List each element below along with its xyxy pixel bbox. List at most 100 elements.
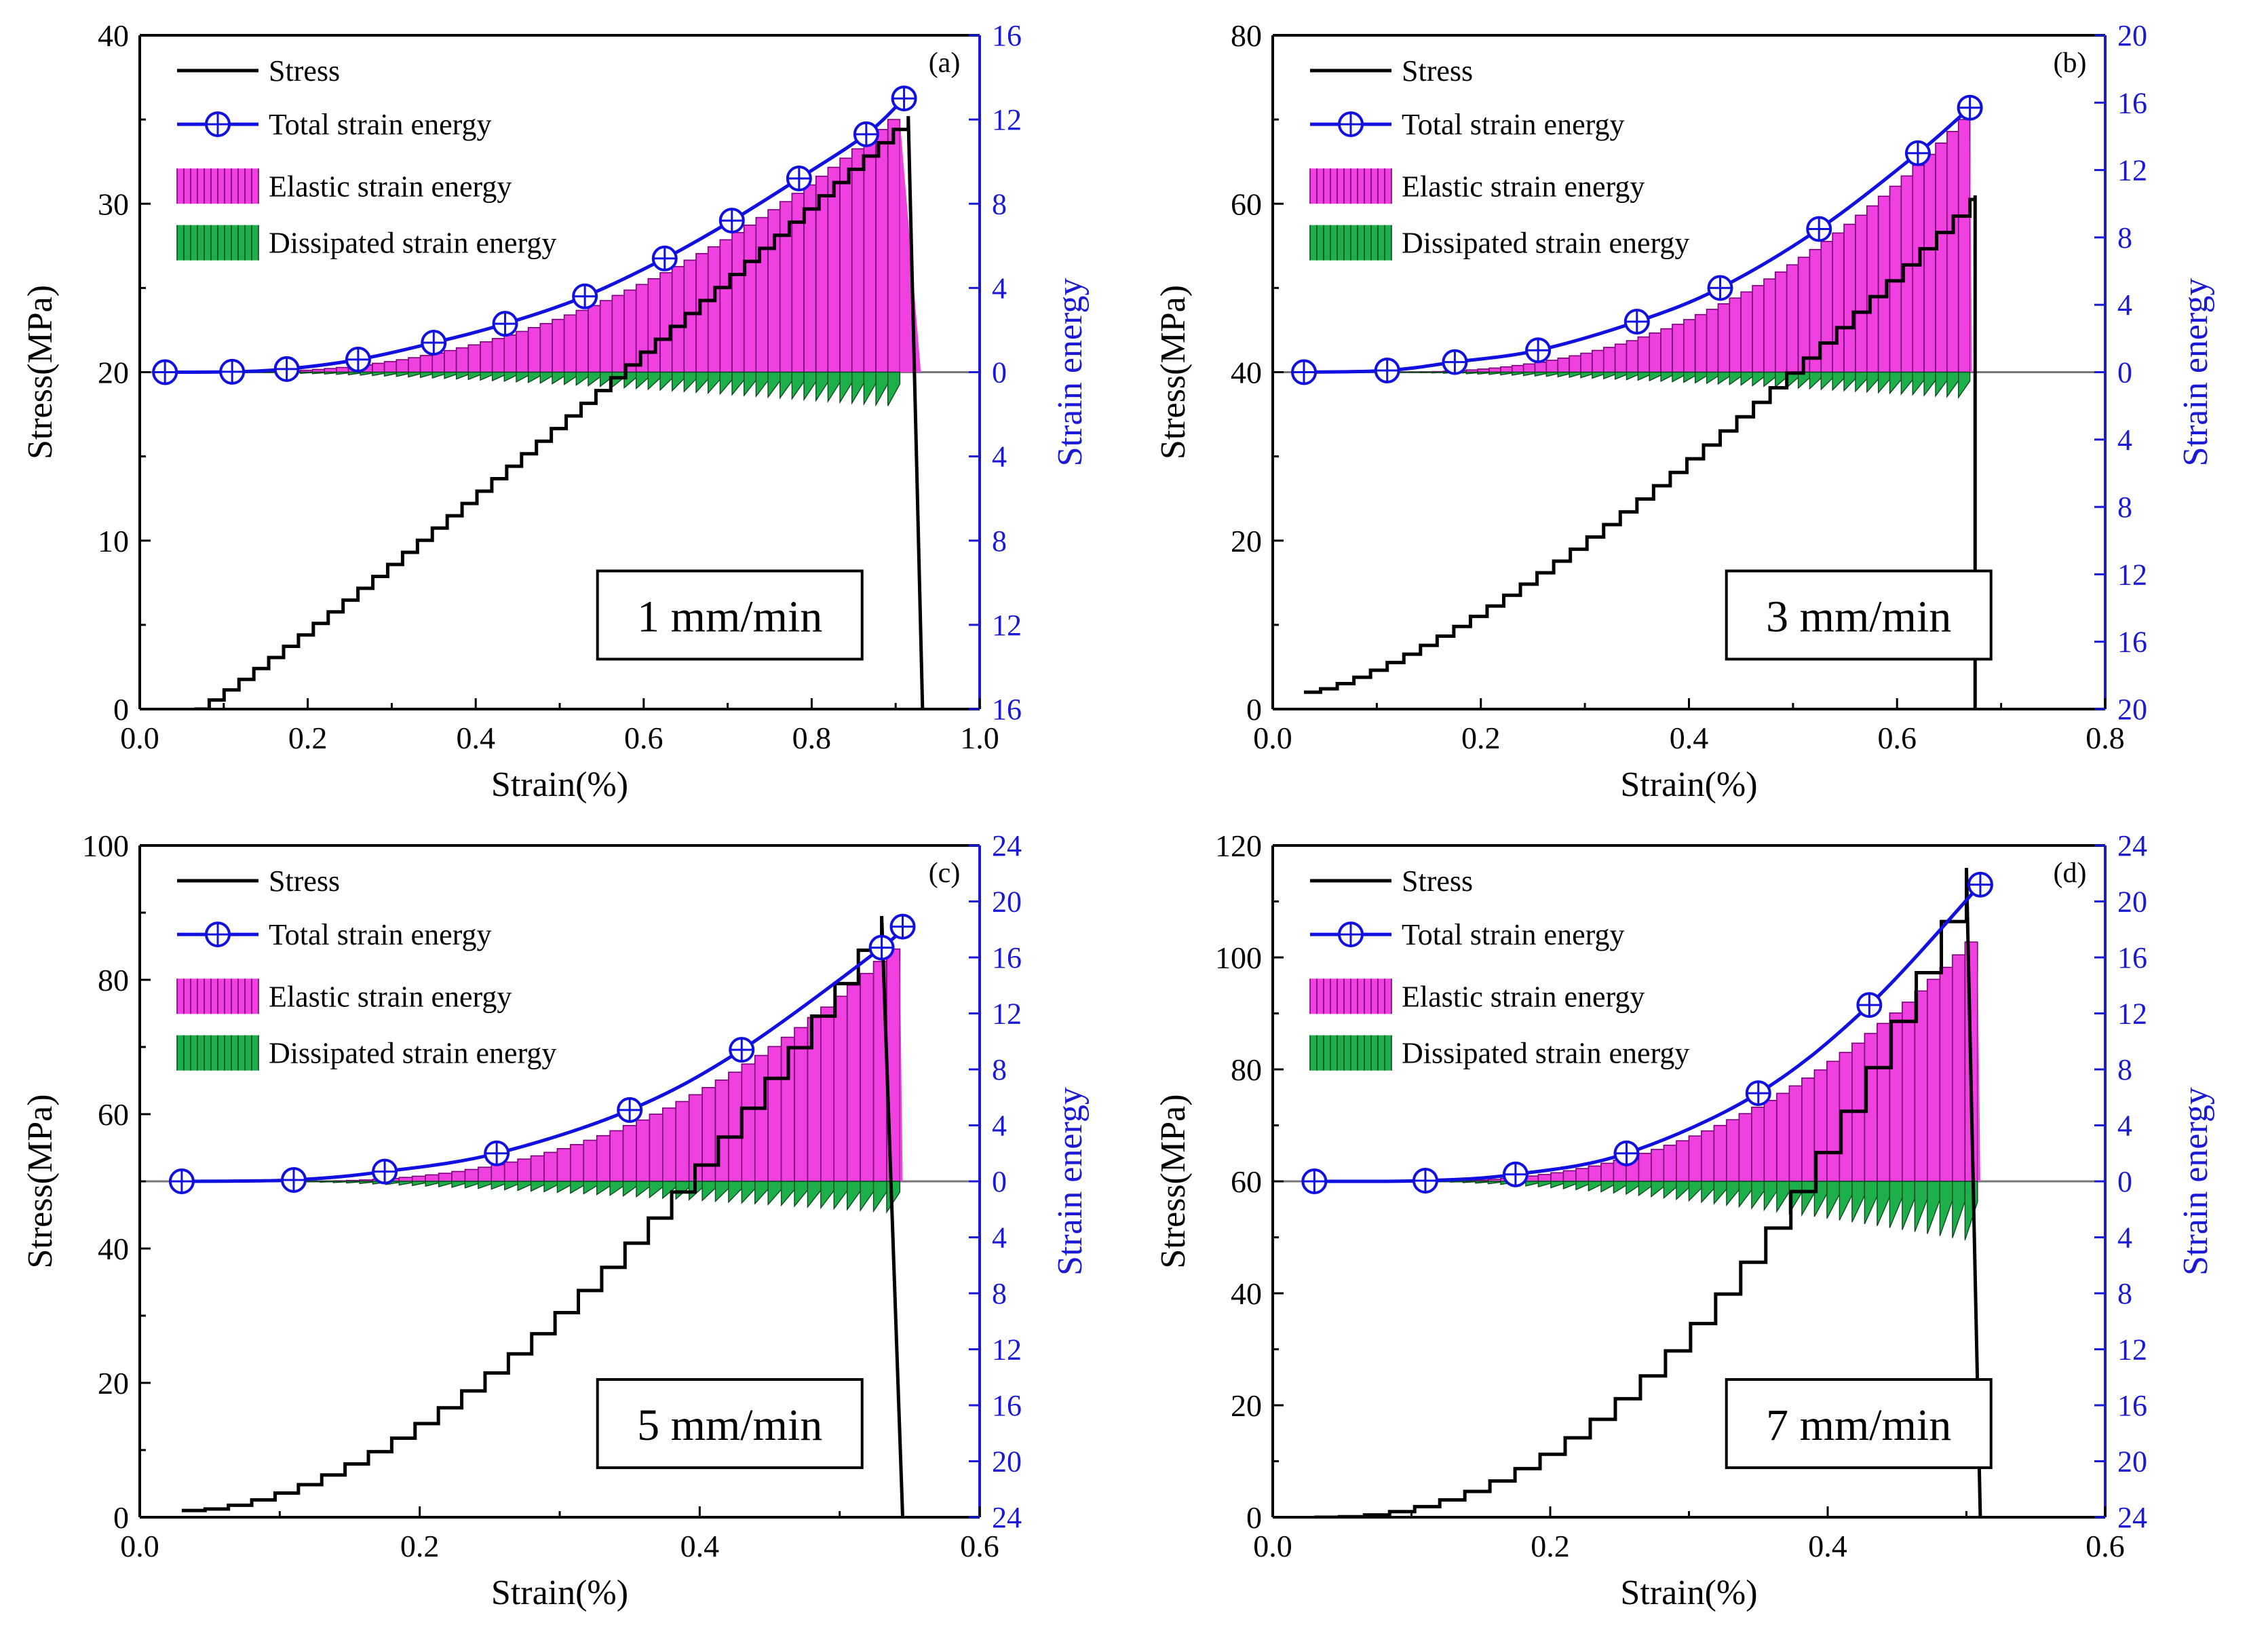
data-marks [140, 915, 980, 1517]
elastic-bar [425, 1174, 440, 1182]
rate-label-box [1725, 1378, 1993, 1470]
dissipated-bar [875, 371, 889, 407]
elastic-bar [728, 1071, 743, 1182]
x-tick-label: 0.2 [1531, 1529, 1570, 1563]
x-tick-label: 0.8 [792, 721, 832, 755]
dissipated-bar [552, 371, 565, 385]
y2-tick-label: 16 [2117, 626, 2147, 659]
total-energy-marker [1707, 275, 1733, 301]
elastic-bar [408, 357, 421, 373]
rate-label: 5 mm/min [637, 1401, 822, 1450]
y-tick-label: 0 [1246, 692, 1262, 727]
elastic-bar [438, 1173, 453, 1182]
elastic-bar [649, 1113, 664, 1182]
elastic-bar [1740, 291, 1753, 373]
total-energy-marker [1301, 1168, 1328, 1194]
x-tick-label: 0.8 [2086, 721, 2125, 755]
elastic-bar [1946, 130, 1959, 373]
y-tick-label: 0 [1246, 1500, 1262, 1535]
total-energy-marker [1904, 140, 1931, 166]
dissipated-bar [1477, 371, 1490, 375]
dissipated-bar [1638, 1181, 1652, 1197]
elastic-bar [846, 984, 861, 1182]
dissipated-bar [1488, 371, 1501, 375]
dissipated-bar [1801, 1181, 1815, 1217]
dissipated-bar [467, 371, 481, 381]
elastic-bar [596, 1135, 611, 1182]
dissipated-bar [1832, 371, 1845, 392]
dissipated-bar [1776, 1181, 1790, 1213]
dissipated-bar [1588, 1181, 1602, 1192]
dissipated-bar [1462, 1181, 1476, 1183]
y2-tick-label: 24 [992, 829, 1022, 862]
elastic-bar [1550, 1172, 1564, 1182]
y-tick-label: 80 [98, 963, 129, 997]
y2-tick-label: 20 [2117, 885, 2147, 919]
panel-letter: (b) [2054, 47, 2087, 79]
total-energy-marker [492, 311, 518, 337]
elastic-bar [661, 1107, 677, 1182]
dissipated-bar [1839, 1181, 1853, 1221]
y2-tick-label: 0 [992, 1165, 1007, 1198]
dissipated-bar [839, 371, 853, 404]
y2-tick-label: 4 [2117, 1221, 2132, 1255]
legend-dissipated-label: Dissipated strain energy [1402, 227, 1689, 260]
dissipated-bar [1726, 1181, 1740, 1207]
total-energy-marker [1502, 1161, 1529, 1187]
y-axis-title: Stress(MPa) [1154, 1094, 1193, 1268]
dissipated-bar [1600, 1181, 1615, 1193]
elastic-bar [623, 289, 637, 373]
elastic-bar [1562, 1170, 1577, 1182]
elastic-bar [1927, 978, 1941, 1182]
y-tick-label: 20 [1231, 524, 1262, 558]
total-energy-marker [1957, 94, 1983, 121]
elastic-bar [1763, 278, 1776, 373]
y2-tick-label: 4 [992, 1221, 1007, 1255]
elastic-bar [609, 1130, 624, 1182]
dissipated-bar [1688, 1181, 1702, 1202]
dissipated-bar [847, 1181, 861, 1211]
dissipated-bar [311, 371, 325, 375]
elastic-bar [1843, 223, 1856, 373]
y2-tick-label: 12 [992, 103, 1022, 136]
dissipated-bar [647, 371, 661, 391]
elastic-bar [503, 1161, 518, 1182]
x-axis-title: Strain(%) [491, 1574, 628, 1612]
dissipated-bar [320, 1181, 334, 1183]
x-axis-title: Strain(%) [1620, 765, 1757, 804]
dissipated-bar [791, 371, 805, 400]
dissipated-bar [1752, 371, 1765, 387]
legend-elastic-label: Elastic strain energy [1402, 170, 1645, 203]
dissipated-bar [1465, 371, 1478, 375]
elastic-bar [1672, 324, 1685, 373]
elastic-bar [1717, 303, 1731, 373]
dissipated-bar [863, 371, 877, 406]
dissipated-bar [636, 1181, 651, 1198]
dissipated-bar [451, 1181, 466, 1188]
y2-tick-label: 4 [2117, 1109, 2132, 1143]
total-energy-marker [1374, 358, 1400, 384]
elastic-bar [478, 1166, 493, 1182]
elastic-drop [900, 949, 903, 1181]
dissipated-bar [1900, 371, 1913, 396]
dissipated-bar [609, 1181, 624, 1196]
dissipated-bar [345, 1181, 360, 1184]
dissipated-bar [887, 371, 901, 406]
y2-axis-title: Strain energy [1051, 278, 1090, 467]
elastic-bar [860, 972, 874, 1182]
dissipated-bar [872, 1181, 887, 1213]
dissipated-bar [359, 1181, 374, 1184]
stress-curve [1304, 195, 1977, 709]
elastic-bar [467, 344, 481, 373]
elastic-drop [1977, 942, 1980, 1181]
elastic-bar [1788, 1085, 1803, 1182]
elastic-bar [464, 1168, 479, 1182]
dissipated-bar [1603, 371, 1616, 380]
dissipated-bar [1826, 1181, 1841, 1219]
y-tick-label: 60 [98, 1097, 129, 1132]
y2-tick-label: 8 [2117, 1053, 2132, 1086]
elastic-bar [419, 355, 434, 373]
dissipated-bar [575, 371, 589, 386]
total-energy-marker [868, 934, 895, 961]
